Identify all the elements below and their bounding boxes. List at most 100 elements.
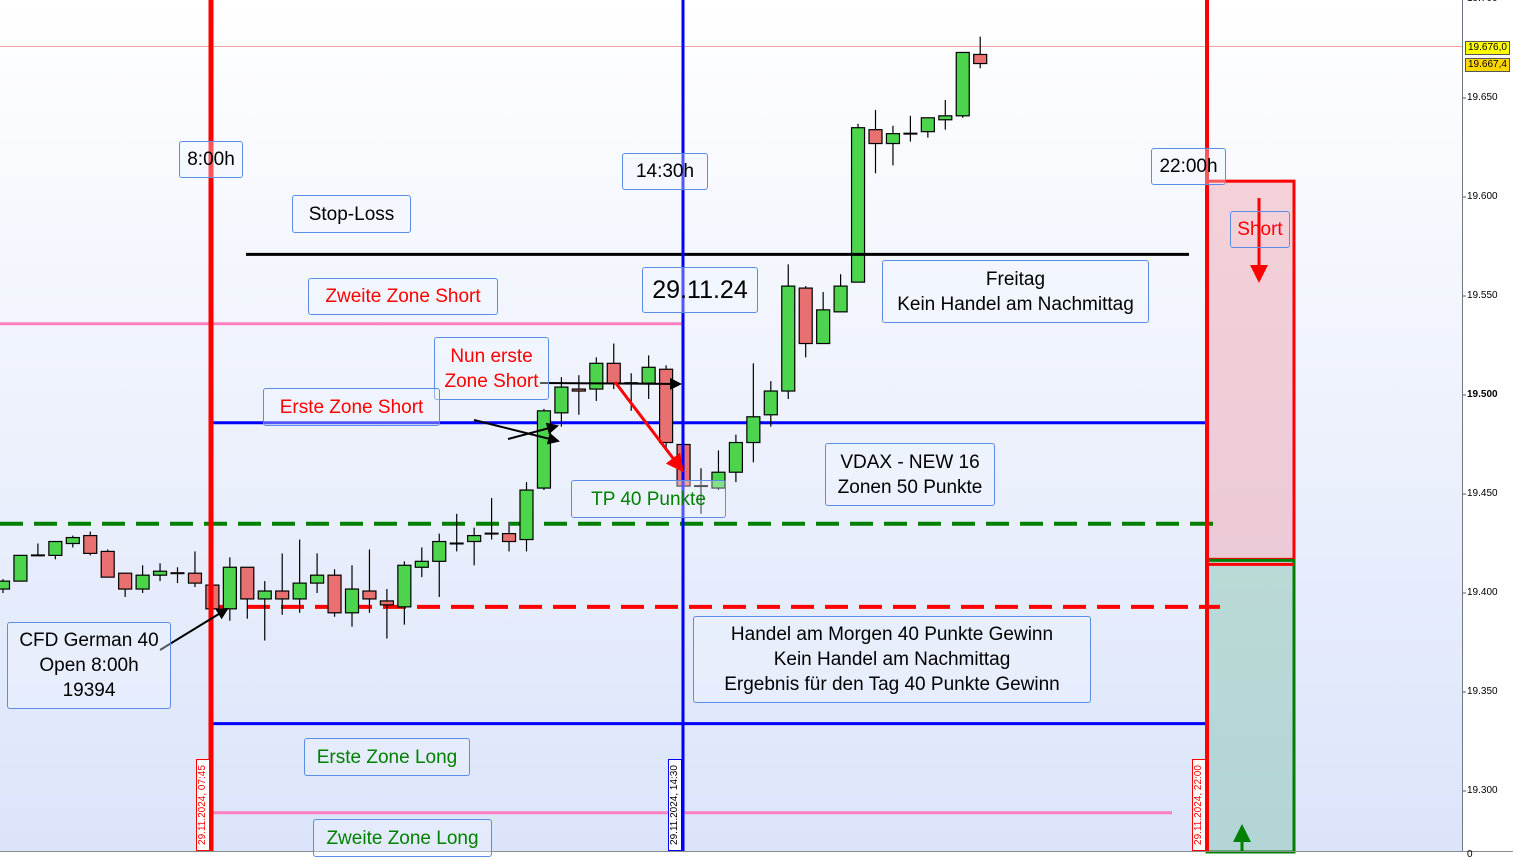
arrow-take-profit [613, 381, 684, 473]
candle-up [763, 390, 778, 416]
candle-down [571, 388, 586, 392]
axis-tick-label: 19.650 [1467, 92, 1498, 103]
time-label-2200[interactable]: 22:00h [1151, 148, 1226, 185]
label-line: Zonen 50 Punkte [837, 476, 983, 498]
vdax-label[interactable]: VDAX - NEW 16 Zonen 50 Punkte [825, 443, 995, 506]
short-label[interactable]: Short [1230, 211, 1290, 248]
zweite-zone-short-label[interactable]: Zweite Zone Short [308, 278, 498, 315]
label-line: Open 8:00h [39, 655, 139, 676]
chart-plot-area[interactable] [0, 0, 1462, 851]
candle-down [362, 590, 377, 600]
axis-tick-label: 19.450 [1467, 488, 1498, 499]
candle-up [885, 133, 901, 145]
candle-down [868, 129, 883, 145]
zweite-zone-long-label[interactable]: Zweite Zone Long [313, 819, 492, 857]
candle-down [240, 566, 255, 600]
axis-tick-label: 19.700 [1467, 0, 1498, 4]
axis-tick-label: 19.350 [1467, 686, 1498, 697]
axis-tick-label: 0 [1467, 849, 1473, 860]
candle-up [0, 580, 11, 590]
label-line: Kein Handel am Nachmittag [897, 293, 1134, 315]
nun-erste-zone-short-label[interactable]: Nun erste Zone Short [434, 337, 549, 400]
axis-tick-label: 19.500 [1467, 389, 1498, 400]
candle-up [920, 117, 935, 133]
label-text: Zweite Zone Short [325, 286, 481, 307]
candle-up [414, 560, 429, 568]
freitag-label[interactable]: Freitag Kein Handel am Nachmittag [882, 260, 1149, 323]
candle-down [501, 532, 517, 543]
arrow-nun-erste [539, 377, 682, 390]
candle-up [554, 386, 569, 414]
candle-up [48, 540, 63, 556]
erste-zone-short-label[interactable]: Erste Zone Short [263, 388, 440, 426]
candle-up [536, 410, 552, 489]
price-tag-last: 19.667,4 [1465, 58, 1510, 72]
label-line: Freitag [985, 268, 1046, 290]
result-label[interactable]: Handel am Morgen 40 Punkte Gewinn Kein Ha… [693, 616, 1091, 703]
label-line: Handel am Morgen 40 Punkte Gewinn [730, 624, 1054, 645]
candle-up [222, 566, 237, 610]
candle-down [606, 362, 621, 384]
candle-up [397, 564, 412, 608]
candle-up [955, 51, 970, 117]
arrow-zone-short-1 [473, 419, 560, 445]
candle-down [798, 287, 813, 345]
time-label-text: 22:00h [1159, 156, 1218, 177]
candle-down [379, 600, 394, 606]
time-marker-date-0745: 29.11.2024, 07:45 [196, 759, 210, 851]
candle-up [850, 127, 866, 283]
time-marker-date-2200: 29.11.2024, 22:00 [1192, 759, 1206, 851]
time-label-1430[interactable]: 14:30h [622, 153, 708, 190]
candle-up [65, 536, 80, 545]
candle-up [310, 574, 325, 584]
candle-up [728, 441, 744, 473]
label-text: Short [1237, 219, 1283, 240]
time-label-0800[interactable]: 8:00h [179, 141, 243, 178]
axis-tick-label: 19.400 [1467, 587, 1498, 598]
candle-up [641, 366, 656, 384]
axis-tick-label: 19.300 [1467, 785, 1498, 796]
label-line: Kein Handel am Nachmittag [773, 649, 1011, 670]
label-text: 29.11.24 [652, 275, 748, 304]
cfd-open-label[interactable]: CFD German 40 Open 8:00h 19394 [7, 622, 171, 709]
candle-down [973, 53, 988, 65]
candle-up [746, 416, 761, 444]
candle-up [344, 588, 360, 614]
candle-up [589, 362, 604, 390]
candle-up [292, 582, 307, 600]
label-text: Erste Zone Short [279, 396, 424, 418]
candle-down [83, 534, 98, 555]
label-text: TP 40 Punkte [591, 488, 706, 510]
candle-up [432, 540, 447, 562]
time-label-text: 14:30h [635, 161, 695, 182]
date-label[interactable]: 29.11.24 [642, 267, 758, 313]
price-axis [1462, 0, 1463, 851]
candle-down [658, 368, 674, 444]
candle-down [118, 572, 133, 590]
candle-down [100, 550, 115, 578]
stop-loss-label[interactable]: Stop-Loss [292, 195, 411, 233]
axis-tick-label: 19.550 [1467, 290, 1498, 301]
candle-up [519, 489, 534, 541]
label-line: 19394 [62, 680, 116, 701]
long-zone-box [1205, 558, 1296, 854]
arrow-open [159, 607, 229, 651]
label-line: CFD German 40 [19, 630, 159, 651]
label-line: Zone Short [444, 370, 539, 392]
label-text: Zweite Zone Long [326, 827, 479, 849]
time-marker-date-1430: 29.11.2024, 14:30 [668, 759, 682, 851]
time-label-text: 8:00h [187, 149, 235, 170]
candle-down [275, 590, 290, 600]
label-text: Erste Zone Long [316, 746, 458, 768]
axis-tick-label: 19.600 [1467, 191, 1498, 202]
candle-up [257, 590, 272, 600]
erste-zone-long-label[interactable]: Erste Zone Long [304, 738, 470, 776]
candle-up [467, 534, 482, 543]
arrow-zone-short-2 [507, 422, 559, 440]
label-text: Stop-Loss [308, 203, 395, 225]
candle-up [152, 570, 168, 576]
candle-down [327, 574, 342, 614]
take-profit-label[interactable]: TP 40 Punkte [571, 480, 726, 518]
candle-up [13, 554, 28, 582]
